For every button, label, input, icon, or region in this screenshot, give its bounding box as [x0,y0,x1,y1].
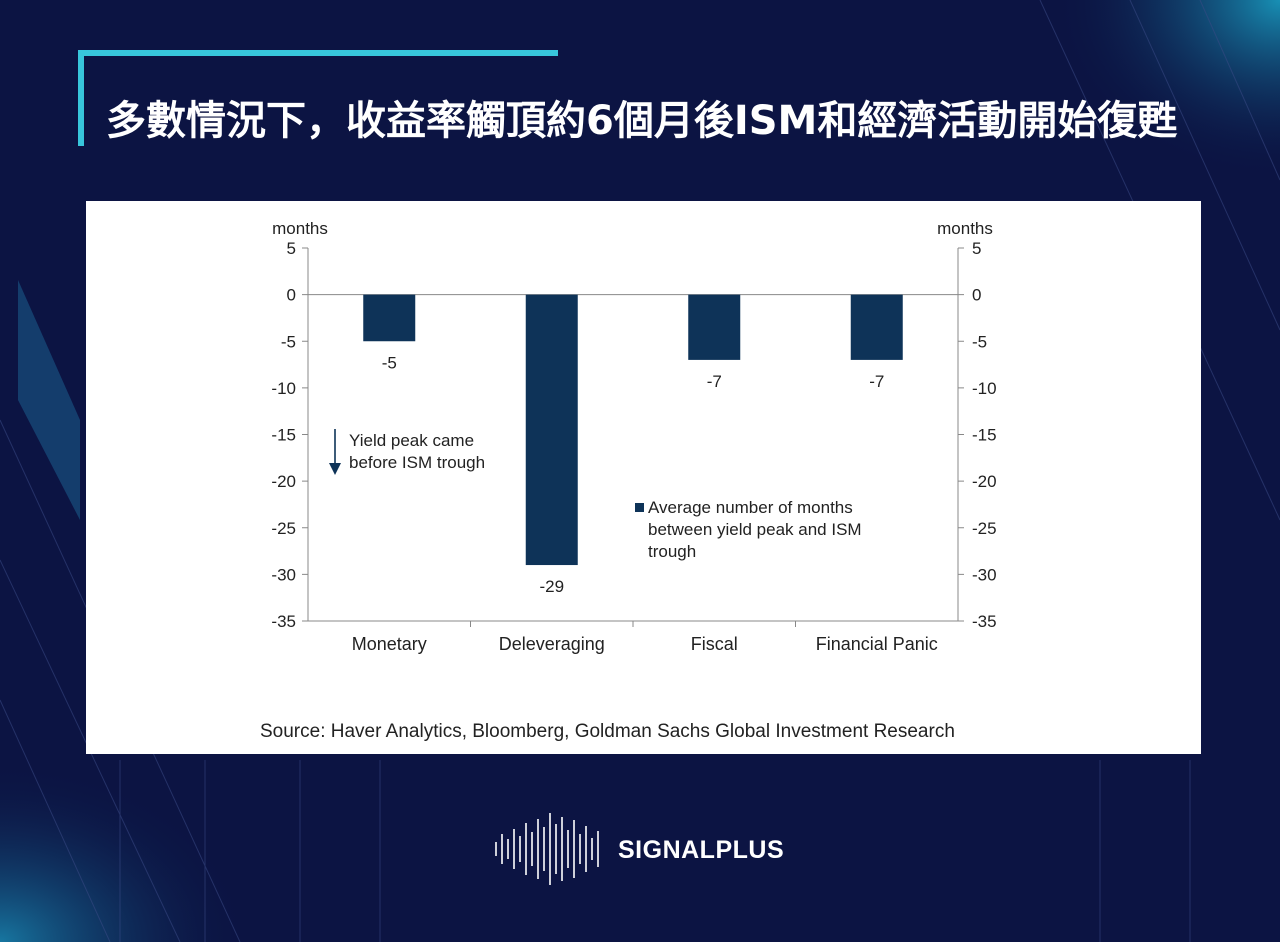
bar-value-label: -5 [382,353,397,372]
y-tick-label-left: -20 [271,472,296,491]
y-tick-label-right: 0 [972,286,981,305]
y-tick-label-left: -35 [271,612,296,631]
legend-swatch [635,503,644,512]
y-tick-label-right: -15 [972,426,997,445]
y-axis-right-label: months [937,219,993,238]
bar-deleveraging [525,294,578,566]
y-tick-label-right: -30 [972,565,997,584]
page-title: 多數情況下，收益率觸頂約6個月後ISM和經濟活動開始復甦 [106,98,1178,144]
bar-value-label: -7 [707,372,722,391]
legend-text: Average number of months [648,498,853,517]
y-tick-label-left: 0 [287,286,296,305]
title-accent-side [78,50,84,146]
bar-monetary [363,294,416,342]
brand-name: SIGNALPLUS [618,836,785,864]
annotation-arrow-head [329,463,341,475]
y-tick-label-left: -30 [271,565,296,584]
legend-text: trough [648,542,696,561]
bar-financial-panic [850,294,903,360]
title-accent-bar [78,50,558,56]
y-tick-label-right: -10 [972,379,997,398]
bar-value-label: -29 [539,577,564,596]
legend-text: between yield peak and ISM [648,520,862,539]
y-tick-label-left: -10 [271,379,296,398]
y-axis-left-label: months [272,219,328,238]
x-tick-label: Financial Panic [816,634,938,654]
bar-fiscal [688,294,741,360]
y-tick-label-left: -25 [271,519,296,538]
y-tick-label-left: -15 [271,426,296,445]
annotation-text: before ISM trough [349,453,485,472]
waveform-logo-icon [495,813,599,885]
y-tick-label-right: -5 [972,332,987,351]
x-tick-label: Deleveraging [499,634,605,654]
y-tick-label-right: -20 [972,472,997,491]
bar-value-label: -7 [869,372,884,391]
y-tick-label-right: -25 [972,519,997,538]
y-tick-label-left: -5 [281,332,296,351]
x-tick-label: Monetary [352,634,427,654]
source-note: Source: Haver Analytics, Bloomberg, Gold… [260,721,955,742]
y-tick-label-right: 5 [972,239,981,258]
y-tick-label-left: 5 [287,239,296,258]
annotation-text: Yield peak came [349,431,474,450]
chart-panel: months months 5 5 0 0 -5 -5 -10 -10 -15 -15 -20 -20 -2… [86,201,1201,754]
x-tick-label: Fiscal [691,634,738,654]
y-tick-label-right: -35 [972,612,997,631]
